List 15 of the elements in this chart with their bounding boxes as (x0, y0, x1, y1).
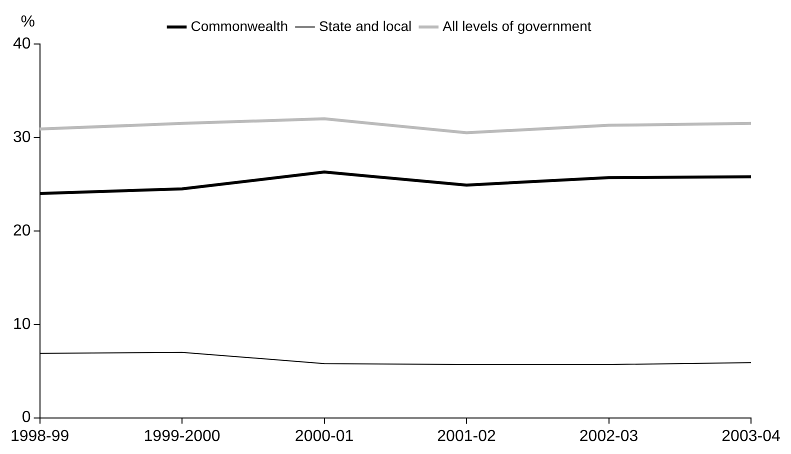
x-tick-label: 2000-01 (294, 428, 354, 445)
y-tick-label: 30 (13, 128, 31, 146)
y-tick-label: 20 (13, 222, 31, 240)
x-tick-label: 2002-03 (579, 428, 638, 445)
x-tick-label: 2001-02 (437, 428, 496, 445)
x-tick-label: 2003-04 (722, 428, 780, 445)
y-axis-title: % (20, 13, 35, 30)
legend-label: Commonwealth (190, 18, 288, 34)
y-tick-label: 10 (13, 316, 31, 333)
legend-label: State and local (319, 18, 412, 34)
legend-label: All levels of government (442, 18, 592, 34)
y-tick-label: 40 (13, 35, 31, 52)
x-tick-label: 1999-2000 (144, 428, 220, 445)
y-tick-label: 0 (22, 409, 31, 426)
x-tick-label: 1998-99 (10, 428, 70, 445)
